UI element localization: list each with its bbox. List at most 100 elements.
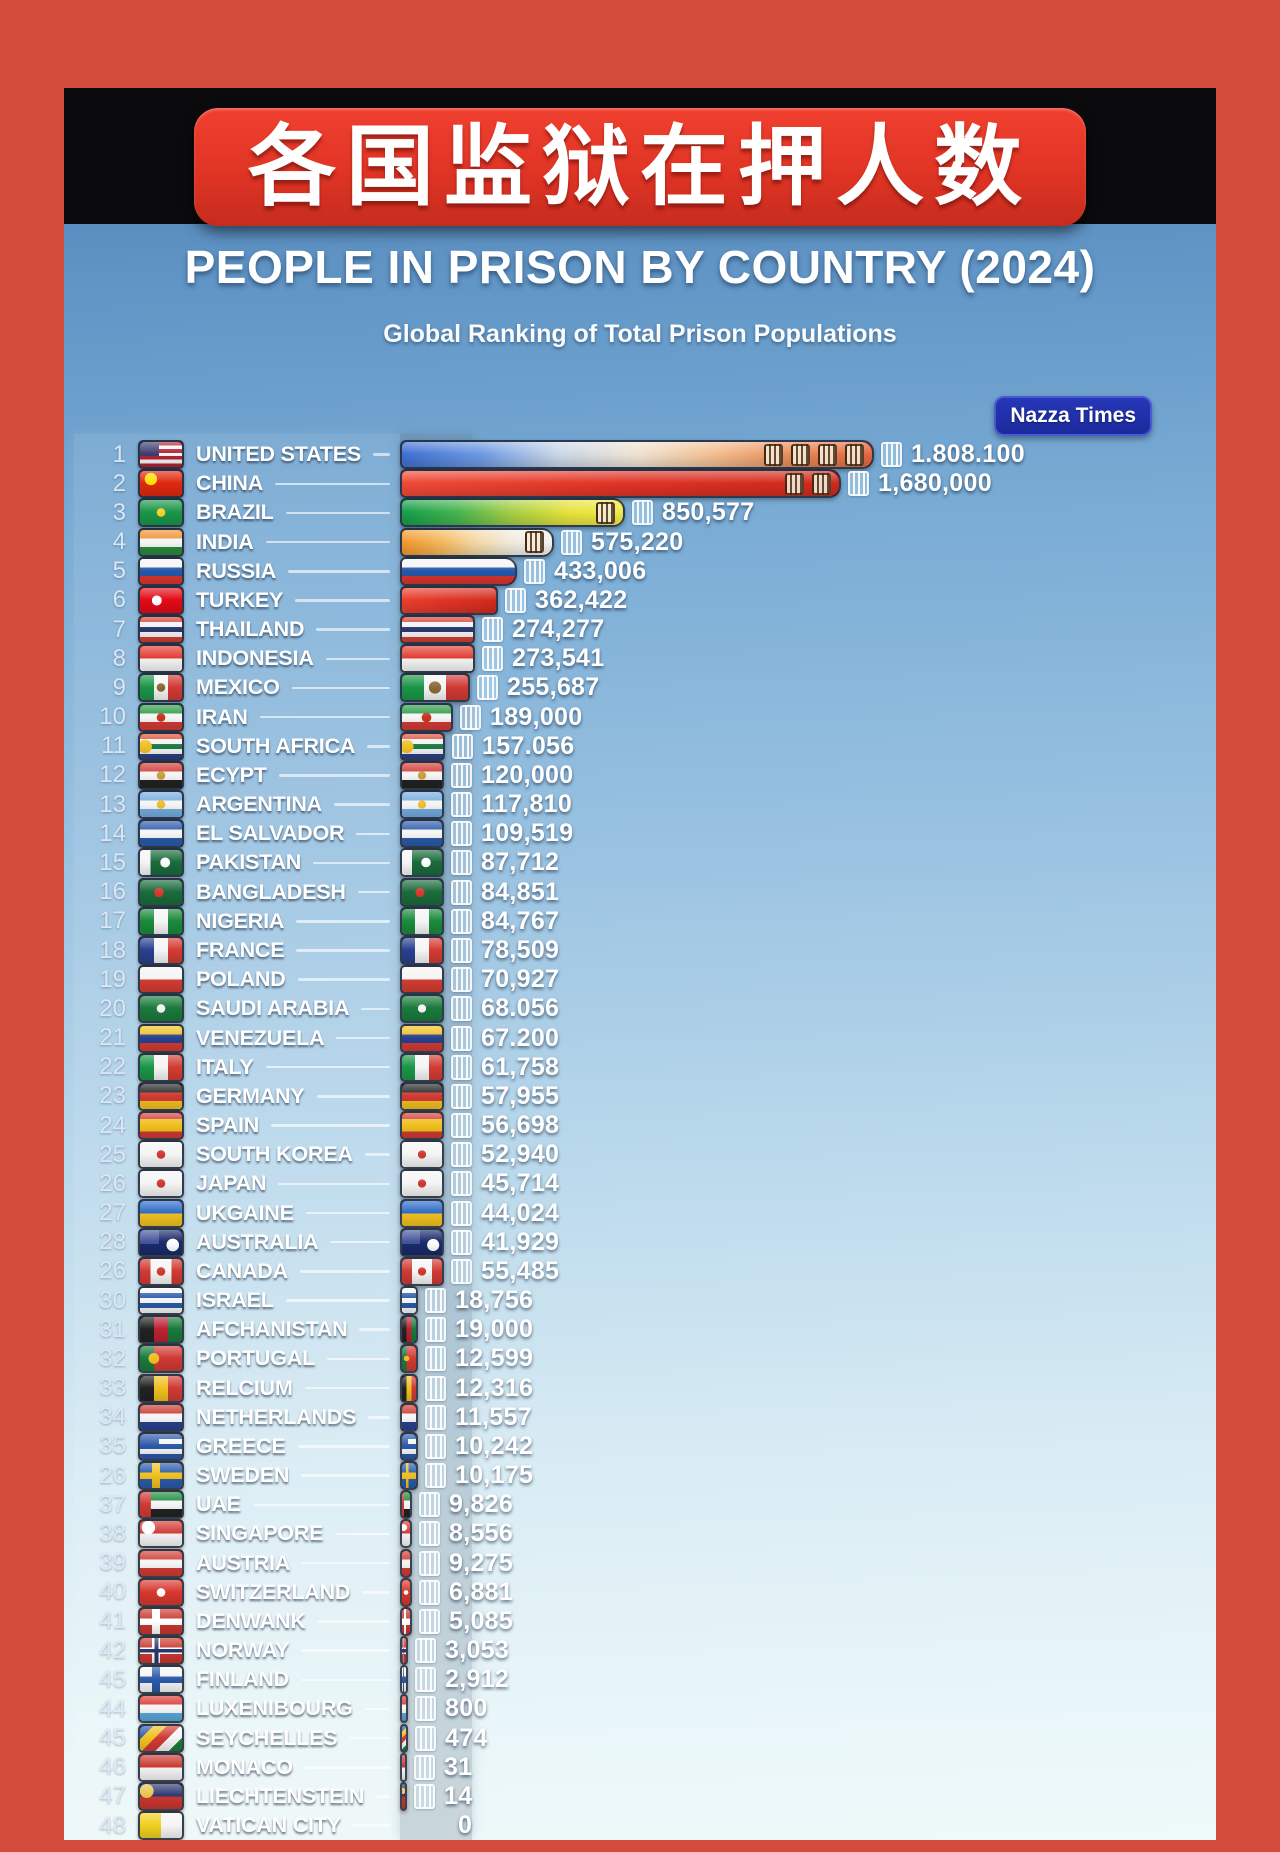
ranking-row: 28 AUSTRALIA 41,929 xyxy=(64,1227,1216,1257)
rank-number: 26 xyxy=(99,1169,126,1197)
leader-line xyxy=(299,1270,390,1273)
value-label: 57,955 xyxy=(481,1081,560,1110)
prison-grid-icon xyxy=(451,821,472,847)
prison-grid-icon xyxy=(451,792,472,818)
value-label: 84,767 xyxy=(481,906,560,935)
country-name: VATICAN CITY xyxy=(196,1813,341,1838)
country-name: SINGAPORE xyxy=(196,1521,324,1546)
prison-population-bar xyxy=(400,731,445,761)
value-label: 5,085 xyxy=(449,1606,514,1635)
country-flag-icon xyxy=(138,1315,184,1345)
prison-grid-icon xyxy=(452,733,473,759)
rank-number: 19 xyxy=(99,965,126,993)
rank-number: 28 xyxy=(99,1228,126,1256)
country-name: MONACO xyxy=(196,1754,293,1779)
value-label: 31 xyxy=(444,1752,473,1781)
prison-grid-icon xyxy=(477,675,498,701)
prison-grid-icon xyxy=(451,1171,472,1197)
ranking-row: 26 CANADA 55,485 xyxy=(64,1256,1216,1286)
country-name: ITALY xyxy=(196,1054,254,1079)
row-bar-section: 61,758 xyxy=(400,1052,559,1082)
row-bar-section: 12,599 xyxy=(400,1344,533,1374)
rank-number: 7 xyxy=(112,615,126,643)
country-flag-icon xyxy=(138,556,184,586)
leader-line xyxy=(265,1065,390,1069)
value-label: 87,712 xyxy=(481,848,560,877)
prison-population-bar xyxy=(400,1140,444,1170)
country-name: PORTUGAL xyxy=(196,1346,316,1371)
value-label: 433,006 xyxy=(554,556,647,585)
row-bar-section: 1,680,000 xyxy=(400,469,992,499)
ranking-row: 31 AFCHANISTAN 19,000 xyxy=(64,1315,1216,1345)
jail-bars-icon xyxy=(764,443,783,466)
row-left-section: 32 PORTUGAL xyxy=(64,1344,398,1374)
value-label: 70,927 xyxy=(481,965,560,994)
prison-population-bar xyxy=(400,469,841,499)
row-left-section: 27 UKGAINE xyxy=(64,1198,398,1228)
row-bar-section: 2,912 xyxy=(400,1665,509,1695)
country-flag-icon xyxy=(138,1519,184,1549)
row-bar-section: 8,556 xyxy=(400,1519,513,1549)
prison-population-bar xyxy=(400,498,625,528)
prison-grid-icon xyxy=(425,1288,446,1314)
country-flag-icon xyxy=(138,440,184,470)
prison-population-bar xyxy=(400,1052,444,1082)
leader-line xyxy=(367,745,390,748)
value-label: 67.200 xyxy=(481,1023,560,1052)
prison-population-bar xyxy=(400,848,444,878)
leader-line xyxy=(302,1561,390,1565)
row-bar-section: 52,940 xyxy=(400,1140,559,1170)
row-bar-section: 31 xyxy=(400,1752,473,1782)
row-bar-section: 19,000 xyxy=(400,1315,533,1345)
jail-bars-icon xyxy=(818,443,837,466)
country-name: IRAN xyxy=(196,704,248,729)
chinese-title-box: 各国监狱在押人数 xyxy=(194,108,1086,226)
row-bar-section: 274,277 xyxy=(400,615,604,645)
leader-line xyxy=(265,540,390,544)
row-left-section: 2 CHINA xyxy=(64,469,398,499)
value-label: 189,000 xyxy=(490,702,583,731)
jail-bars-icon xyxy=(525,531,544,554)
country-name: SOUTH AFRICA xyxy=(196,733,356,758)
country-name: UKGAINE xyxy=(196,1200,294,1225)
country-flag-icon xyxy=(138,1461,184,1491)
row-left-section: 7 THAILAND xyxy=(64,615,398,645)
ranking-row: 27 UKGAINE 44,024 xyxy=(64,1198,1216,1228)
rank-number: 32 xyxy=(99,1344,126,1372)
row-left-section: 25 SOUTH KOREA xyxy=(64,1140,398,1170)
rank-number: 1 xyxy=(112,440,126,468)
ranking-row: 26 JAPAN 45,714 xyxy=(64,1169,1216,1199)
country-name: BRAZIL xyxy=(196,500,274,525)
prison-population-bar xyxy=(400,994,444,1024)
ranking-row: 33 RELCIUM 12,316 xyxy=(64,1373,1216,1403)
rank-number: 16 xyxy=(99,878,126,906)
prison-grid-icon xyxy=(425,1317,446,1343)
country-flag-icon xyxy=(138,1373,184,1403)
rank-number: 2 xyxy=(112,469,126,497)
country-flag-icon xyxy=(138,673,184,703)
row-left-section: 12 ECYPT xyxy=(64,760,398,790)
leader-line xyxy=(288,570,390,573)
country-name: INDIA xyxy=(196,529,254,554)
leader-line xyxy=(361,1007,390,1011)
leader-line xyxy=(364,1707,390,1711)
country-flag-icon xyxy=(138,1665,184,1695)
country-name: SWITZERLAND xyxy=(196,1579,351,1604)
jail-bars-icon xyxy=(845,443,864,466)
ranking-row: 26 SWEDEN 10,175 xyxy=(64,1461,1216,1491)
prison-grid-icon xyxy=(451,1142,472,1168)
prison-population-bar xyxy=(400,906,444,936)
ranking-row: 2 CHINA 1,680,000 xyxy=(64,469,1216,499)
row-bar-section: 3,053 xyxy=(400,1636,509,1666)
ranking-row: 8 INDONESIA 273,541 xyxy=(64,644,1216,674)
prison-grid-icon xyxy=(460,704,481,730)
value-label: 78,509 xyxy=(481,936,560,964)
prison-population-bar xyxy=(400,1723,408,1753)
jail-bars-icon xyxy=(596,501,615,524)
country-flag-icon xyxy=(138,848,184,878)
prison-grid-icon xyxy=(505,587,526,613)
prison-grid-icon xyxy=(524,558,545,584)
page-title: PEOPLE IN PRISON BY COUNTRY (2024) xyxy=(184,241,1096,293)
value-label: 120,000 xyxy=(481,760,574,789)
row-bar-section: 84,767 xyxy=(400,906,560,936)
